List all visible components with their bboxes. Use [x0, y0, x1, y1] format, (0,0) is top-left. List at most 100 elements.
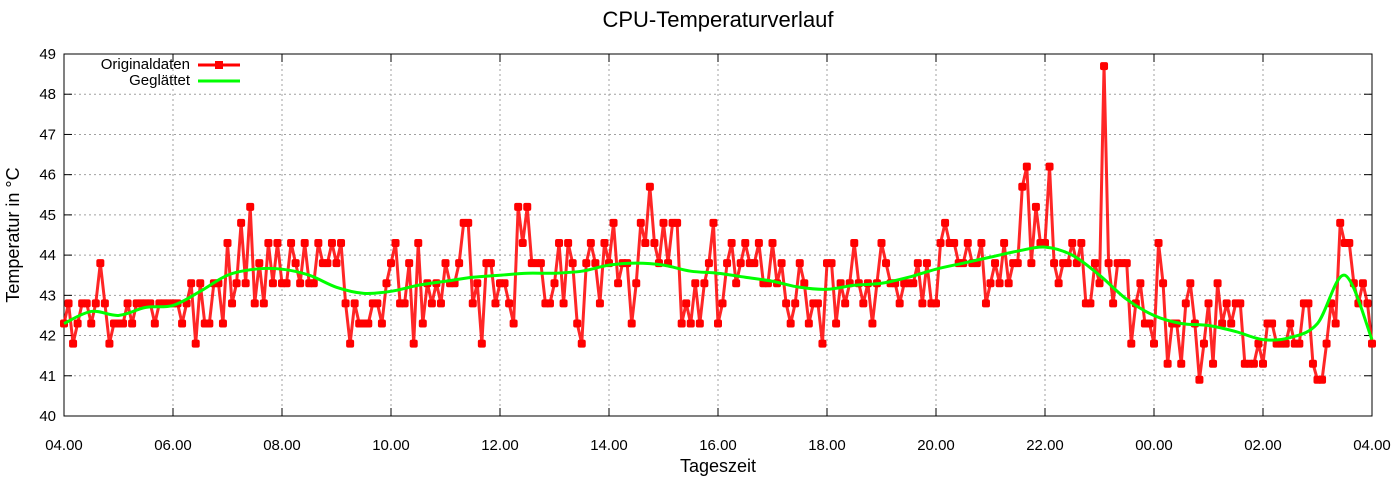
data-point — [296, 279, 305, 288]
data-point — [1286, 319, 1295, 328]
data-point — [259, 299, 268, 308]
data-point — [1163, 359, 1172, 368]
y-tick-label: 43 — [39, 287, 56, 304]
data-point — [1249, 359, 1258, 368]
data-point — [491, 299, 500, 308]
data-point — [228, 299, 237, 308]
data-point — [387, 259, 395, 268]
data-point — [73, 319, 82, 328]
data-point — [1363, 299, 1372, 308]
data-point — [409, 339, 418, 348]
data-point — [523, 202, 532, 211]
x-axis-label: Tageszeit — [680, 456, 756, 476]
data-point — [1322, 339, 1331, 348]
data-point — [718, 299, 727, 308]
data-point — [486, 259, 495, 268]
data-point — [1318, 375, 1327, 384]
legend-marker-raw — [215, 61, 223, 69]
data-point — [586, 239, 595, 248]
data-point — [1077, 239, 1086, 248]
data-point — [595, 299, 604, 308]
data-point — [659, 218, 668, 227]
smoothed-line — [63, 245, 1374, 342]
data-point — [1204, 299, 1213, 308]
data-point — [573, 319, 582, 328]
data-point — [405, 259, 414, 268]
data-point — [741, 239, 750, 248]
legend: Originaldaten Geglättet — [101, 56, 240, 89]
data-point — [1031, 202, 1040, 211]
data-point — [832, 319, 841, 328]
y-tick-label: 48 — [39, 86, 56, 103]
data-point — [505, 299, 514, 308]
data-point — [500, 279, 509, 288]
data-point — [709, 218, 718, 227]
data-point — [1331, 319, 1340, 328]
data-point — [105, 339, 114, 348]
data-point — [1304, 299, 1313, 308]
data-point — [682, 299, 691, 308]
data-point — [255, 259, 264, 268]
data-point — [464, 218, 473, 227]
data-point — [1068, 239, 1077, 248]
data-point — [473, 279, 482, 288]
data-point — [250, 299, 259, 308]
y-tick-label: 44 — [39, 247, 56, 264]
data-point — [813, 299, 822, 308]
y-tick-label: 46 — [39, 167, 56, 184]
data-point — [632, 279, 641, 288]
data-point — [786, 319, 795, 328]
x-tick-label: 06.00 — [154, 437, 192, 454]
data-point — [1159, 279, 1168, 288]
data-point — [673, 218, 682, 227]
data-point — [218, 319, 227, 328]
data-point — [1013, 259, 1022, 268]
x-tick-label: 08.00 — [263, 437, 301, 454]
data-point — [323, 259, 332, 268]
data-point — [727, 239, 736, 248]
data-point — [87, 319, 96, 328]
data-point — [1259, 359, 1267, 368]
data-point — [932, 299, 940, 308]
data-point — [559, 299, 568, 308]
data-point — [427, 299, 436, 308]
data-point — [1136, 279, 1145, 288]
chart-title: CPU-Temperaturverlauf — [602, 7, 834, 32]
legend-label-smooth: Geglättet — [129, 72, 191, 89]
data-point — [627, 319, 636, 328]
data-point — [1145, 319, 1154, 328]
data-point — [332, 259, 341, 268]
data-point — [119, 319, 128, 328]
data-point — [382, 279, 391, 288]
data-point — [986, 279, 995, 288]
data-point — [768, 239, 777, 248]
data-point — [918, 299, 927, 308]
data-point — [1254, 339, 1263, 348]
data-point — [291, 259, 300, 268]
data-point — [232, 279, 241, 288]
data-point — [237, 218, 246, 227]
data-point — [455, 259, 464, 268]
data-point — [341, 299, 350, 308]
data-point — [1150, 339, 1158, 348]
data-point — [187, 279, 196, 288]
data-point — [191, 339, 200, 348]
data-point — [241, 279, 250, 288]
data-point — [1358, 279, 1367, 288]
data-point — [868, 319, 877, 328]
grid — [64, 54, 1372, 416]
data-point — [950, 239, 959, 248]
data-point — [591, 259, 600, 268]
x-tick-label: 18.00 — [808, 437, 846, 454]
data-point — [418, 319, 427, 328]
data-point — [1095, 279, 1104, 288]
data-point — [600, 239, 609, 248]
data-point — [1109, 299, 1118, 308]
data-point — [791, 299, 800, 308]
data-point — [468, 299, 477, 308]
data-point — [1004, 279, 1013, 288]
data-point — [441, 259, 450, 268]
data-point — [1154, 239, 1163, 248]
y-tick-label: 40 — [39, 408, 56, 425]
data-point — [1195, 375, 1204, 384]
